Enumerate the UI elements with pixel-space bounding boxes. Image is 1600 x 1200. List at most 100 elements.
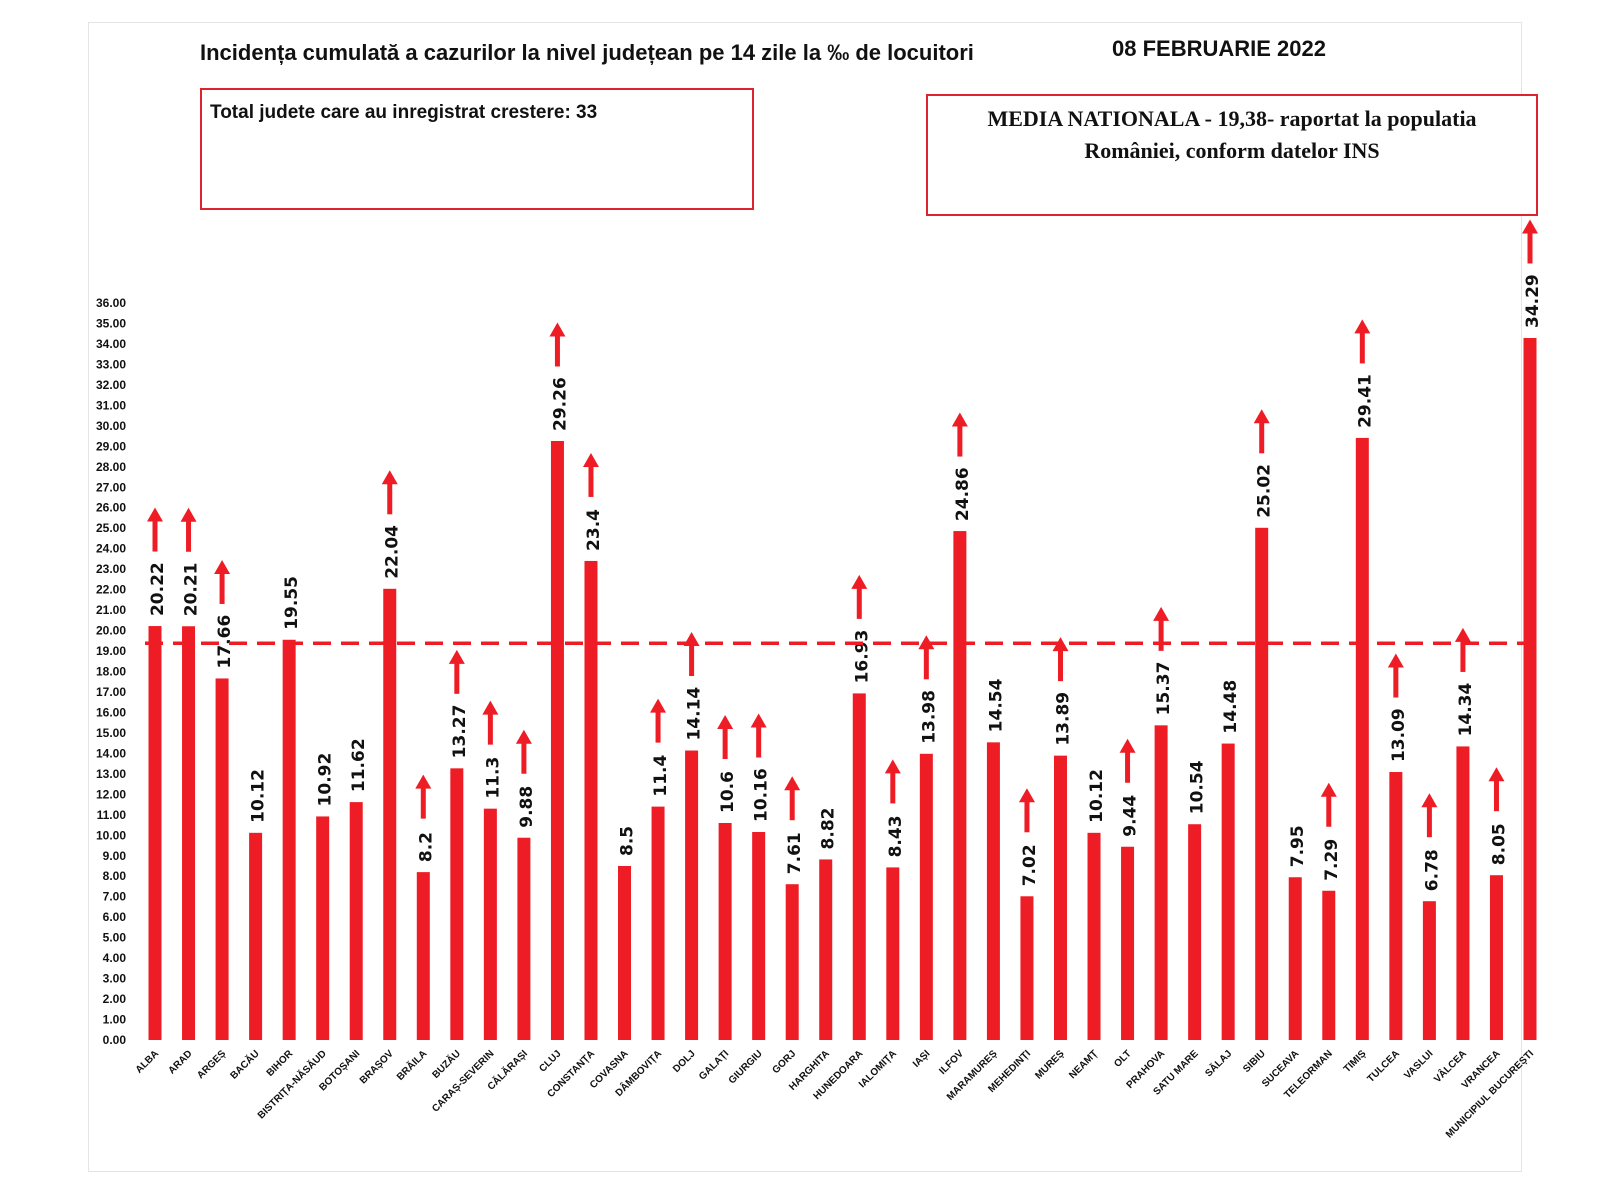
y-tick-label: 20.00 bbox=[96, 624, 126, 638]
bar bbox=[953, 531, 967, 1040]
category-label: ILFOV bbox=[937, 1048, 966, 1077]
bar bbox=[1489, 875, 1503, 1040]
value-label: 9.88 bbox=[517, 786, 537, 828]
value-label: 10.12 bbox=[249, 769, 269, 823]
value-label: 7.02 bbox=[1020, 844, 1040, 886]
bar bbox=[517, 837, 531, 1040]
national-average-line2: României, conform datelor INS bbox=[1084, 138, 1380, 163]
increase-arrow-icon bbox=[1488, 767, 1505, 782]
value-label: 15.37 bbox=[1154, 662, 1174, 716]
bar bbox=[1188, 824, 1202, 1040]
bar bbox=[182, 626, 196, 1040]
increase-count-text: Total judete care au inregistrat crester… bbox=[210, 102, 598, 123]
y-tick-label: 25.00 bbox=[96, 521, 126, 535]
category-label: SIBIU bbox=[1241, 1048, 1268, 1075]
increase-arrow-icon bbox=[1387, 653, 1404, 668]
category-label: BUZĂU bbox=[429, 1047, 463, 1081]
y-tick-label: 16.00 bbox=[96, 705, 126, 719]
y-tick-label: 31.00 bbox=[96, 398, 126, 412]
bar bbox=[1523, 338, 1537, 1040]
increase-arrow-icon bbox=[147, 507, 163, 522]
value-label: 10.92 bbox=[316, 753, 336, 807]
chart-title: Incidența cumulată a cazurilor la nivel … bbox=[200, 40, 974, 65]
y-tick-label: 1.00 bbox=[103, 1013, 127, 1027]
value-label: 14.14 bbox=[685, 687, 705, 741]
category-label: GORJ bbox=[770, 1048, 798, 1076]
y-tick-label: 8.00 bbox=[103, 869, 127, 883]
category-label: CARAȘ-SEVERIN bbox=[430, 1048, 496, 1114]
bar bbox=[685, 750, 699, 1040]
value-label: 25.02 bbox=[1255, 464, 1275, 518]
bar bbox=[752, 832, 766, 1040]
bar bbox=[1288, 877, 1302, 1040]
value-label: 6.78 bbox=[1422, 849, 1442, 891]
value-label: 17.66 bbox=[215, 615, 235, 669]
value-label: 11.3 bbox=[483, 757, 503, 799]
value-label: 9.44 bbox=[1121, 795, 1141, 837]
y-tick-label: 9.00 bbox=[103, 849, 127, 863]
bar bbox=[718, 822, 732, 1040]
increase-arrow-icon bbox=[784, 776, 801, 791]
value-label: 13.89 bbox=[1053, 692, 1073, 746]
y-tick-label: 15.00 bbox=[96, 726, 126, 740]
y-tick-label: 0.00 bbox=[103, 1033, 127, 1047]
value-label: 8.5 bbox=[618, 826, 638, 856]
value-label: 7.95 bbox=[1288, 825, 1308, 867]
bar bbox=[819, 859, 833, 1040]
value-label: 11.62 bbox=[349, 738, 369, 792]
category-label: ARAD bbox=[166, 1048, 194, 1076]
bar bbox=[450, 768, 464, 1040]
y-tick-label: 23.00 bbox=[96, 562, 126, 576]
y-tick-label: 2.00 bbox=[103, 992, 127, 1006]
category-label: BRĂILA bbox=[394, 1047, 430, 1083]
increase-arrow-icon bbox=[214, 559, 231, 574]
y-tick-label: 33.00 bbox=[96, 357, 126, 371]
category-label: IAȘI bbox=[911, 1048, 933, 1070]
increase-arrow-icon bbox=[851, 574, 868, 589]
value-label: 13.27 bbox=[450, 705, 470, 759]
bar bbox=[584, 560, 598, 1040]
increase-arrow-icon bbox=[650, 698, 667, 713]
category-label: ALBA bbox=[134, 1048, 161, 1075]
y-tick-label: 4.00 bbox=[103, 951, 127, 965]
y-tick-label: 10.00 bbox=[96, 828, 126, 842]
increase-arrow-icon bbox=[515, 729, 532, 744]
increase-arrow-icon bbox=[381, 470, 398, 485]
y-tick-label: 12.00 bbox=[96, 787, 126, 801]
value-label: 19.55 bbox=[282, 576, 302, 630]
value-label: 34.29 bbox=[1523, 274, 1543, 328]
bar bbox=[148, 626, 162, 1040]
increase-arrow-icon bbox=[582, 452, 599, 467]
y-tick-label: 21.00 bbox=[96, 603, 126, 617]
category-label: VASLUI bbox=[1402, 1048, 1435, 1081]
y-tick-label: 22.00 bbox=[96, 583, 126, 597]
y-tick-label: 29.00 bbox=[96, 439, 126, 453]
bar bbox=[383, 588, 397, 1040]
value-label: 10.6 bbox=[718, 771, 738, 813]
bar bbox=[986, 742, 1000, 1040]
bar bbox=[886, 867, 900, 1040]
increase-arrow-icon bbox=[1522, 219, 1538, 234]
increase-arrow-icon bbox=[415, 774, 432, 789]
category-label: TULCEA bbox=[1366, 1048, 1402, 1084]
bar bbox=[785, 884, 799, 1040]
y-tick-label: 7.00 bbox=[103, 890, 127, 904]
bar bbox=[919, 753, 933, 1040]
value-label: 23.4 bbox=[584, 509, 604, 551]
bar bbox=[1389, 772, 1403, 1040]
increase-arrow-icon bbox=[1018, 788, 1035, 803]
bar bbox=[1422, 901, 1436, 1040]
value-label: 10.54 bbox=[1188, 760, 1208, 814]
increase-arrow-icon bbox=[1354, 319, 1371, 334]
increase-arrow-icon bbox=[884, 759, 901, 774]
value-label: 13.09 bbox=[1389, 708, 1409, 762]
category-label: BIHOR bbox=[265, 1048, 296, 1079]
bar bbox=[1456, 746, 1470, 1040]
value-label: 29.26 bbox=[550, 377, 570, 431]
category-label: MUREȘ bbox=[1033, 1048, 1067, 1082]
bar bbox=[416, 872, 430, 1040]
value-label: 7.29 bbox=[1322, 839, 1342, 881]
y-tick-label: 30.00 bbox=[96, 419, 126, 433]
bar bbox=[282, 639, 296, 1040]
value-label: 16.93 bbox=[852, 630, 872, 684]
